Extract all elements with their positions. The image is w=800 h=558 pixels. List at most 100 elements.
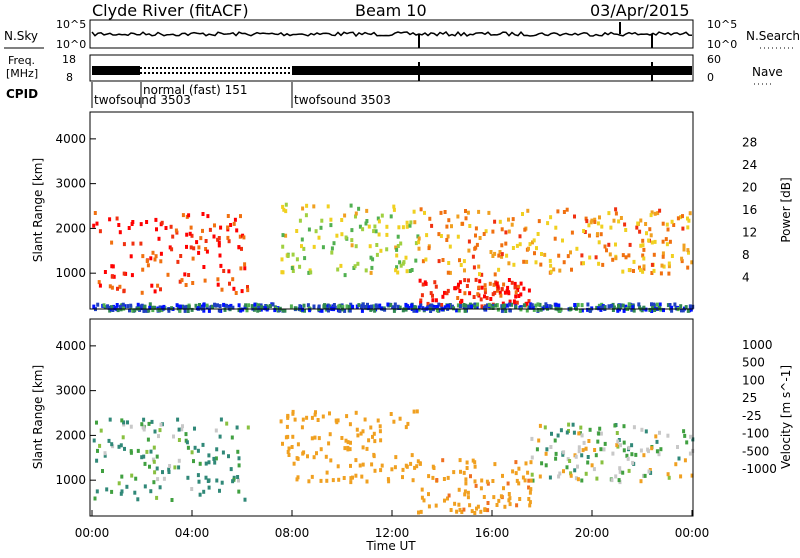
power-cell	[655, 302, 659, 307]
power-cell	[514, 294, 518, 299]
velocity-cell	[193, 426, 196, 431]
power-cell	[502, 282, 506, 287]
power-cell	[587, 223, 591, 228]
velocity-cell	[286, 415, 290, 420]
power-cell	[429, 309, 433, 313]
power-cell	[486, 303, 489, 308]
nave-tick-top: 60	[707, 53, 721, 66]
time-x-ticks: 00:00 04:00 08:00 12:00 16:00 20:00 00:00	[75, 510, 709, 540]
power-cell	[265, 304, 269, 309]
velocity-cell	[634, 452, 638, 457]
velocity-cell	[406, 421, 410, 426]
velocity-cell	[340, 436, 344, 440]
power-cell	[340, 218, 344, 222]
power-cell	[298, 218, 302, 223]
velocity-cell	[101, 469, 104, 473]
power-cell	[684, 305, 688, 310]
velocity-cell	[683, 433, 687, 438]
velocity-cell	[312, 455, 316, 460]
power-cell	[665, 222, 669, 227]
velocity-cell	[290, 445, 294, 449]
velocity-cell	[595, 476, 599, 481]
velocity-cell	[237, 478, 240, 483]
power-cell	[118, 230, 122, 235]
power-cell	[293, 306, 297, 311]
power-cell	[622, 308, 626, 313]
power-cell	[240, 246, 243, 251]
power-cell	[228, 281, 231, 286]
colorbar-tick-label: 25	[742, 391, 757, 405]
velocity-cell	[592, 467, 596, 472]
power-cell	[155, 227, 158, 232]
power-cell	[357, 206, 361, 211]
power-cell	[401, 308, 405, 313]
power-cell	[556, 209, 560, 214]
power-cell	[281, 270, 285, 275]
power-cell	[531, 305, 535, 310]
power-cell	[538, 302, 542, 307]
power-cell	[417, 240, 421, 245]
power-cell	[366, 306, 370, 311]
power-cell	[153, 289, 157, 294]
velocity-cell	[348, 447, 352, 452]
power-cell	[332, 303, 336, 307]
velocity-cell	[630, 452, 634, 457]
velocity-cell	[529, 460, 533, 465]
power-cell	[534, 260, 538, 265]
power-cell	[309, 270, 313, 275]
power-cell	[151, 250, 155, 255]
power-cell	[511, 246, 515, 250]
power-cell	[139, 241, 143, 246]
power-cell	[140, 306, 144, 311]
power-cell	[650, 302, 653, 307]
power-cell	[432, 305, 436, 309]
power-cell	[203, 278, 207, 283]
velocity-cell	[427, 474, 431, 479]
power-cell	[269, 304, 272, 308]
velocity-cell	[140, 455, 144, 460]
noise-left-label: N.Sky	[4, 29, 38, 43]
velocity-cell	[470, 509, 474, 514]
power-cell	[673, 302, 677, 307]
freq-tick-bottom: 8	[66, 71, 73, 84]
power-cell	[340, 232, 344, 237]
power-cell	[372, 304, 376, 309]
power-cell	[443, 290, 446, 295]
power-cell	[156, 283, 160, 288]
power-cell	[417, 236, 421, 241]
power-cell	[380, 213, 384, 218]
power-cell	[371, 257, 375, 262]
power-cell	[211, 304, 214, 309]
velocity-cell	[602, 447, 606, 452]
power-cell	[468, 291, 472, 296]
power-cell	[483, 294, 486, 299]
power-cell	[341, 304, 345, 309]
power-cell	[398, 305, 402, 310]
power-cell	[650, 240, 654, 245]
velocity-cell	[416, 459, 420, 464]
power-cell	[317, 235, 321, 240]
velocity-cell	[218, 434, 222, 439]
velocity-cell	[328, 411, 331, 416]
velocity-cell	[654, 434, 658, 439]
power-cell	[256, 308, 260, 313]
power-cell	[601, 262, 605, 267]
velocity-cell	[586, 455, 590, 459]
velocity-cell	[148, 464, 151, 469]
power-cell	[505, 289, 509, 294]
velocity-cell	[580, 478, 584, 483]
power-cell	[226, 235, 230, 240]
velocity-cell	[642, 473, 645, 478]
colorbar-tick-label: 4	[742, 271, 750, 285]
power-cell	[680, 256, 684, 261]
velocity-cell	[553, 438, 557, 443]
power-cell	[512, 262, 516, 267]
velocity-cell	[291, 434, 295, 439]
velocity-cell	[287, 453, 291, 457]
velocity-cell	[314, 410, 317, 415]
power-cell	[115, 216, 119, 221]
power-cell	[441, 294, 445, 299]
noise-right-label: N.Search	[746, 29, 800, 43]
power-cell	[343, 213, 347, 218]
velocity-cell	[126, 420, 129, 425]
